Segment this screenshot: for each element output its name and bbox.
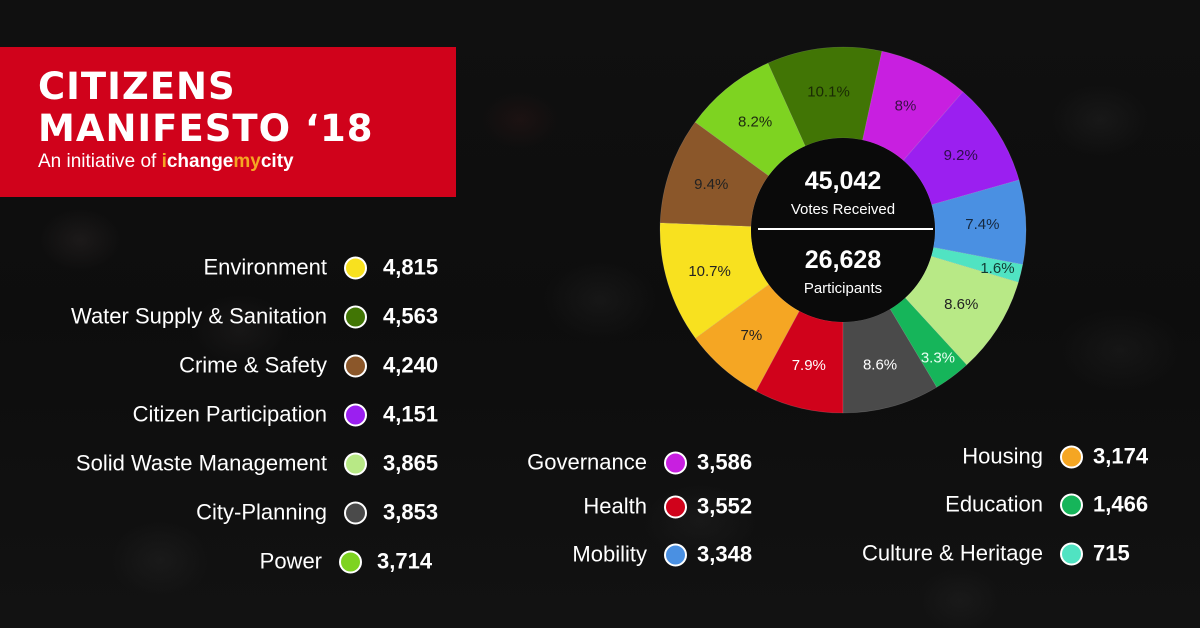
legend-label: Power [259,548,322,574]
legend-item: Crime & Safety [0,351,327,381]
legend-item: Mobility [0,540,647,570]
brand-part: my [233,151,261,172]
legend-color-dot-icon [1060,493,1083,517]
title-line-1: CITIZENS [38,65,236,108]
legend-value: 4,815 [383,254,439,280]
legend-value: 1,466 [1093,491,1149,517]
brand-part: change [166,151,234,172]
legend-color-dot-icon [344,501,367,525]
title-line-2: MANIFESTO ‘18 [38,107,374,150]
subtitle: An initiative of ichangemycity [38,151,294,173]
legend-color-dot-icon [1060,542,1083,566]
brand-part: i [161,151,167,172]
legend-item: Environment [0,253,327,283]
legend-value: 3,174 [1093,443,1149,469]
legend-value: 3,853 [383,499,439,525]
legend-value: 3,586 [697,449,753,475]
legend-value: 3,552 [697,493,753,519]
legend-color-dot-icon [344,452,367,476]
legend-label: Solid Waste Management [75,450,327,476]
legend-item: Culture & Heritage [0,539,1043,569]
legend-label: Education [945,491,1043,517]
legend-item: Citizen Participation [0,400,327,430]
legend-item: Solid Waste Management [0,449,327,479]
legend-item: City-Planning [0,498,327,528]
legend-label: Culture & Heritage [862,540,1043,566]
legend-value: 3,865 [383,450,439,476]
legend-item: Water Supply & Sanitation [0,302,327,332]
legend-color-dot-icon [344,403,367,427]
legend-value: 4,563 [383,303,439,329]
legend-color-dot-icon [664,543,687,567]
legend-item: Education [0,490,1043,520]
legend-color-dot-icon [664,495,687,519]
legend-color-dot-icon [344,305,367,329]
legend-label: City-Planning [196,499,327,525]
legend-value: 4,240 [383,352,439,378]
legend-color-dot-icon [344,354,367,378]
legend-label: Water Supply & Sanitation [71,303,327,329]
legend-color-dot-icon [344,256,367,280]
title-banner [0,47,456,197]
legend-value: 3,714 [377,548,433,574]
subtitle-prefix: An initiative of [38,151,162,172]
legend-color-dot-icon [1060,445,1083,469]
legend-label: Governance [527,449,647,475]
legend-label: Citizen Participation [132,401,327,427]
legend-value: 4,151 [383,401,439,427]
brand-name: ichangemycity [162,151,294,172]
legend-item: Power [0,547,322,577]
legend-label: Health [583,493,647,519]
brand-part: city [260,151,294,172]
legend-label: Crime & Safety [179,352,327,378]
legend-value: 715 [1093,540,1130,566]
legend-item: Health [0,492,647,522]
legend-label: Mobility [572,541,647,567]
legend-value: 3,348 [697,541,753,567]
legend-item: Housing [0,442,1043,472]
legend-color-dot-icon [339,550,362,574]
legend-label: Housing [962,443,1043,469]
legend-item: Governance [0,448,647,478]
page-title: CITIZENS MANIFESTO ‘18 [38,66,374,150]
legend-color-dot-icon [664,451,687,475]
legend-label: Environment [203,254,327,280]
